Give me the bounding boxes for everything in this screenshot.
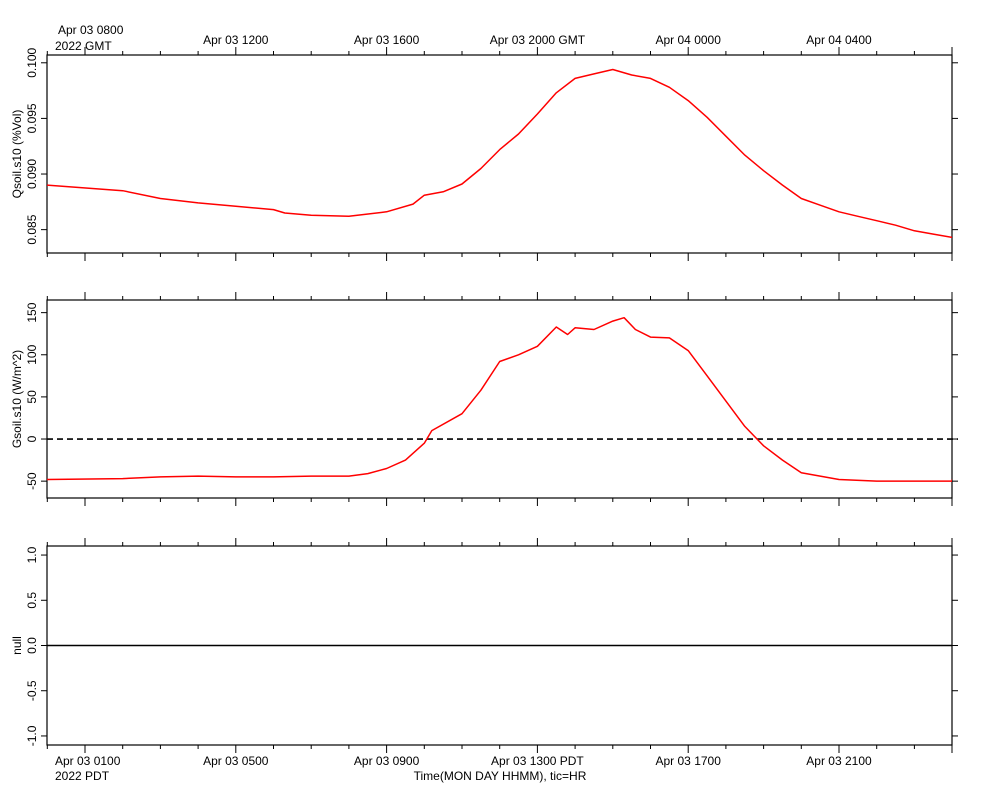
x-axis-title: Time(MON DAY HHMM), tic=HR	[414, 769, 587, 783]
y-tick-label: 0.085	[25, 214, 39, 244]
top-tick-label: Apr 04 0400	[806, 33, 872, 47]
top-tick-label: Apr 04 0000	[656, 33, 722, 47]
y-tick-label: 0.5	[25, 592, 39, 609]
bottom-time-axis: Apr 03 0100 2022 PDT Apr 03 0500 Apr 03 0…	[55, 754, 872, 783]
bottom-tick-label: Apr 03 0900	[354, 754, 420, 768]
y-tick-label: 0.095	[25, 103, 39, 133]
bottom-tick-label: Apr 03 1700	[656, 754, 722, 768]
y-tick-label: -0.5	[25, 680, 39, 701]
y-axis-label: Qsoil.s10 (%Vol)	[10, 110, 24, 199]
bottom-tick-label: Apr 03 2100	[806, 754, 872, 768]
top-first-tick-year: 2022 GMT	[55, 39, 112, 53]
panel-3: -1.0 -0.5 0.0 0.5 1.0 null	[10, 538, 958, 753]
y-tick-label: 100	[25, 344, 39, 364]
bottom-tick-label: Apr 03 1300 PDT	[491, 754, 584, 768]
panel-2: -50 0 50 100 150 Gsoil.s10 (W/m^2)	[10, 292, 958, 506]
top-first-tick-label: Apr 03 0800	[58, 23, 124, 37]
y-axis-label: Gsoil.s10 (W/m^2)	[10, 350, 24, 448]
series-line	[47, 68, 952, 242]
panel-1: 0.085 0.090 0.095 0.100 Qsoil.s10 (%Vol)	[10, 47, 958, 261]
top-tick-label: Apr 03 1600	[354, 33, 420, 47]
y-tick-label: -50	[25, 472, 39, 490]
bottom-first-tick-year: 2022 PDT	[55, 769, 110, 783]
top-time-axis: Apr 03 0800 2022 GMT Apr 03 1200 Apr 03 1…	[55, 23, 872, 53]
bottom-tick-label: Apr 03 0500	[203, 754, 269, 768]
y-tick-label: 0.090	[25, 159, 39, 189]
y-tick-label: 0.0	[25, 637, 39, 654]
plot-frame	[46, 54, 953, 254]
top-tick-label: Apr 03 1200	[203, 33, 269, 47]
y-tick-label: -1.0	[25, 725, 39, 746]
y-tick-label: 0.100	[25, 47, 39, 77]
y-tick-label: 0	[25, 435, 39, 442]
top-tick-label: Apr 03 2000 GMT	[490, 33, 586, 47]
y-tick-label: 1.0	[25, 546, 39, 563]
y-axis-label: null	[10, 636, 24, 655]
bottom-first-tick-label: Apr 03 0100	[55, 754, 121, 768]
series-line	[47, 316, 952, 482]
plot-frame	[46, 299, 953, 499]
y-tick-label: 50	[25, 390, 39, 404]
y-tick-label: 150	[25, 302, 39, 322]
